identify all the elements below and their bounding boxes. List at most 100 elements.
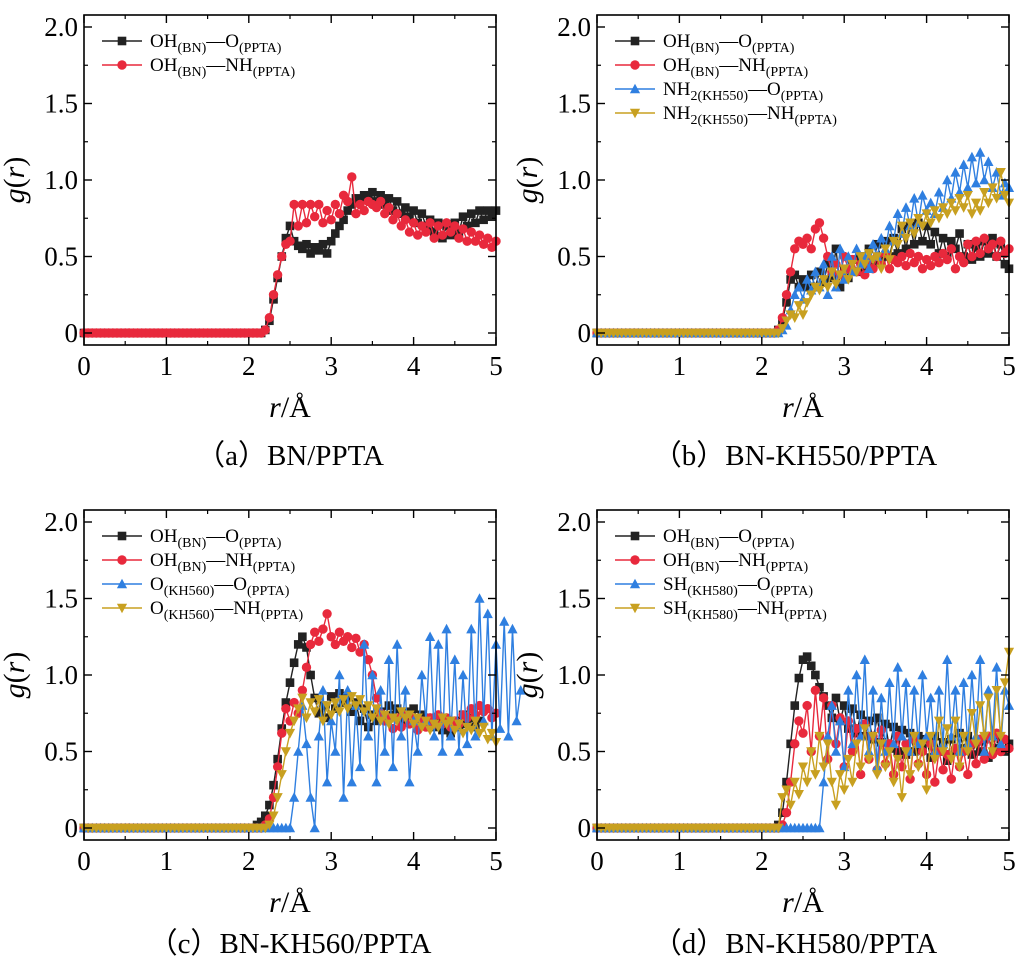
x-axis-label: r/Å (782, 391, 824, 424)
data-point (958, 203, 969, 213)
data-point (347, 200, 357, 209)
data-point (449, 654, 460, 664)
data-point (424, 725, 436, 736)
data-point (482, 734, 493, 745)
data-point (486, 728, 497, 739)
data-point (363, 701, 374, 711)
data-point (453, 719, 465, 730)
data-point (938, 233, 948, 243)
data-point (996, 236, 1006, 246)
data-point (797, 310, 809, 320)
series-c-3 (78, 692, 502, 834)
data-point (334, 208, 345, 219)
data-point (876, 692, 887, 703)
data-point (786, 275, 795, 284)
data-point (351, 208, 361, 219)
data-point (909, 229, 920, 239)
data-point (864, 716, 874, 726)
data-point (445, 730, 456, 741)
data-point (818, 275, 829, 285)
data-point (298, 244, 307, 254)
data-point (975, 701, 986, 711)
data-point (975, 206, 986, 216)
x-axis-label: r/Å (782, 886, 824, 919)
data-point (499, 616, 510, 626)
data-point (478, 722, 489, 733)
legend-entry: O(KH560)—O(PPTA) (150, 574, 290, 599)
legend-marker (629, 578, 641, 589)
data-point (925, 218, 936, 229)
data-point (347, 707, 357, 717)
data-point (839, 264, 850, 275)
data-point (966, 209, 978, 219)
data-point (321, 776, 333, 787)
data-point (458, 224, 468, 234)
data-point (790, 270, 800, 280)
data-point (867, 731, 879, 742)
data-point (314, 636, 324, 647)
data-point (827, 273, 837, 283)
data-point (318, 239, 328, 249)
data-point (272, 270, 283, 280)
data-point (326, 236, 336, 246)
data-point (371, 693, 382, 703)
data-point (404, 776, 415, 787)
data-point (281, 233, 291, 243)
data-point (946, 244, 957, 254)
y-tick-label: 0 (65, 813, 79, 843)
data-point (429, 233, 439, 243)
data-point (458, 212, 468, 222)
data-point (273, 754, 282, 764)
data-point (900, 202, 912, 212)
data-point (462, 738, 473, 749)
data-point (942, 209, 953, 219)
data-point (347, 172, 357, 182)
data-point (892, 208, 903, 218)
data-point (326, 710, 337, 721)
data-point (773, 328, 784, 339)
data-point (289, 658, 299, 668)
data-point (387, 761, 399, 772)
data-point (301, 713, 312, 724)
data-point (979, 233, 989, 243)
data-point (909, 239, 919, 249)
x-tick-label: 5 (1002, 351, 1016, 381)
data-point (326, 692, 336, 701)
y-tick-label: 0.5 (44, 242, 78, 272)
data-point (843, 716, 854, 726)
data-point (987, 747, 998, 757)
data-point (880, 762, 891, 773)
data-point (872, 239, 882, 249)
x-tick-label: 3 (324, 351, 338, 381)
data-point (371, 776, 382, 787)
data-point (310, 212, 320, 222)
legend-marker (117, 36, 127, 46)
data-point (790, 244, 800, 254)
panel-caption: （c）BN-KH560/PPTA (149, 928, 432, 960)
data-point (306, 249, 315, 258)
data-point (966, 669, 978, 680)
data-point (806, 290, 817, 301)
data-point (773, 823, 784, 834)
data-point (343, 206, 352, 215)
data-point (851, 739, 862, 750)
panel-a: 0 1 2 3 4 5 0 0.5 1.0 1.5 2.0 r/Å g(r) OH(BN)—O(PPTA)… (0, 12, 503, 472)
data-point (913, 251, 924, 262)
data-point (392, 639, 403, 649)
y-tick-label: 0 (65, 318, 79, 348)
data-point (806, 747, 817, 757)
legend-entry: OH(BN)—NH(PPTA) (150, 55, 295, 80)
data-point (342, 704, 353, 714)
data-point (475, 206, 484, 215)
data-point (855, 762, 866, 773)
data-point (789, 313, 800, 323)
data-point (371, 704, 382, 714)
data-point (909, 193, 920, 203)
data-point (958, 257, 969, 268)
data-point (326, 715, 337, 726)
data-point (260, 325, 270, 335)
data-point (859, 724, 870, 734)
data-point (950, 167, 961, 177)
data-point (449, 725, 460, 736)
data-point (785, 267, 796, 277)
